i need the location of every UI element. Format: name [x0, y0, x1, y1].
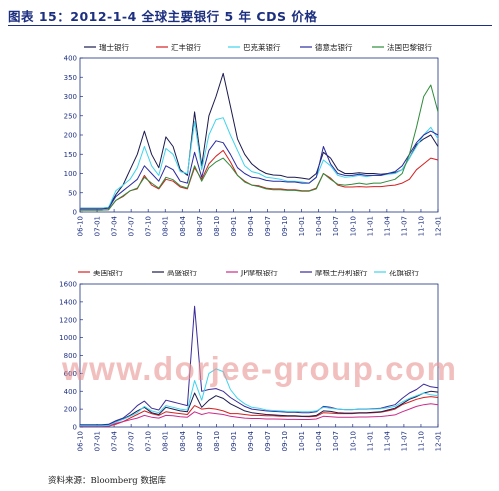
- legend-label: 巴克莱银行: [243, 42, 281, 52]
- x-tick-label: 07-01: [94, 216, 102, 236]
- x-tick-label: 07-10: [145, 431, 153, 451]
- x-tick-label: 09-01: [230, 216, 238, 236]
- x-tick-label: 10-07: [332, 216, 340, 236]
- x-tick-label: 10-04: [315, 430, 323, 451]
- x-tick-label: 12-01: [435, 431, 443, 451]
- x-tick-label: 09-10: [281, 216, 289, 236]
- x-tick-label: 08-01: [162, 431, 170, 451]
- y-tick-label: 250: [64, 112, 77, 120]
- x-tick-label: 11-04: [383, 430, 391, 451]
- y-tick-label: 1200: [59, 316, 77, 324]
- x-tick-label: 11-01: [366, 216, 374, 236]
- x-tick-label: 08-04: [179, 215, 187, 236]
- y-tick-label: 1000: [59, 334, 77, 342]
- legend-label: 法国巴黎银行: [387, 42, 432, 52]
- series-line: [80, 130, 439, 210]
- x-tick-label: 08-04: [179, 430, 187, 451]
- chart-top-cds-european-banks: 0 50 100 150 200 250 300 350 400 06-10 07-01 07-04 0…: [64, 42, 443, 236]
- x-tick-label: 09-01: [230, 431, 238, 451]
- x-tick-label: 08-07: [196, 431, 204, 451]
- x-tick-label: 08-01: [162, 216, 170, 236]
- series-line: [80, 403, 439, 427]
- x-tick-label: 11-07: [400, 216, 408, 236]
- x-tick-label: 07-07: [128, 216, 136, 236]
- x-tick-label: 10-10: [349, 216, 357, 236]
- figure-title: 图表 15：2012-1-4 全球主要银行 5 年 CDS 价格: [8, 9, 318, 24]
- x-tick-label: 11-10: [417, 431, 425, 451]
- y-tick-label: 600: [64, 370, 77, 378]
- x-tick-label: 10-04: [315, 215, 323, 236]
- x-tick-label: 07-04: [111, 430, 119, 451]
- x-tick-label: 07-01: [94, 431, 102, 451]
- y-tick-label: 1600: [59, 281, 77, 289]
- series-line: [80, 72, 439, 209]
- x-tick-label: 07-10: [145, 216, 153, 236]
- x-tick-label: 11-07: [400, 431, 408, 451]
- x-tick-label: 09-07: [264, 216, 272, 236]
- legend-label: 瑞士银行: [99, 42, 129, 52]
- x-tick-label: 11-10: [417, 216, 425, 236]
- y-tick-label: 400: [64, 55, 77, 63]
- x-tick-label: 09-10: [281, 431, 289, 451]
- x-tick-label: 09-04: [247, 215, 255, 236]
- x-tick-label: 11-04: [383, 215, 391, 236]
- y-tick-label: 200: [64, 406, 77, 414]
- x-tick-label: 08-10: [213, 216, 221, 236]
- y-tick-label: 400: [64, 388, 77, 396]
- x-tick-label: 07-07: [128, 431, 136, 451]
- legend-label: 高盛银行: [167, 270, 197, 277]
- legend-label: 德意志银行: [315, 42, 353, 52]
- y-tick-label: 350: [64, 74, 77, 82]
- y-tick-label: 0: [73, 209, 77, 217]
- x-tick-label: 12-01: [435, 216, 443, 236]
- series-line: [80, 84, 439, 211]
- watermark: www.dorjee-group.com: [62, 350, 458, 387]
- x-tick-label: 08-07: [196, 216, 204, 236]
- x-tick-label: 06-10: [77, 431, 85, 451]
- x-tick-label: 09-07: [264, 431, 272, 451]
- y-tick-label: 200: [64, 132, 77, 140]
- y-tick-label: 150: [64, 151, 77, 159]
- source-note: 资料来源：Bloomberg 数据库: [48, 476, 166, 486]
- plot-frame: [79, 57, 439, 213]
- x-tick-label: 10-10: [349, 431, 357, 451]
- x-tick-label: 08-10: [213, 431, 221, 451]
- chart-bottom-cds-us-banks: 0 200 400 600 800 1000 1200 1400 1600 06-10 07-01 0…: [59, 270, 443, 451]
- title-rule: [8, 25, 492, 26]
- series-line: [80, 368, 439, 427]
- x-tick-label: 10-01: [298, 431, 306, 451]
- series-line: [80, 390, 439, 426]
- y-tick-label: 50: [68, 189, 77, 197]
- legend-label: 美国银行: [93, 270, 123, 277]
- y-tick-label: 0: [73, 424, 77, 432]
- legend-label: 花旗银行: [389, 270, 419, 277]
- series-line: [80, 149, 439, 211]
- x-tick-label: 09-04: [247, 430, 255, 451]
- legend-label: 摩根士丹利银行: [315, 270, 368, 277]
- y-tick-label: 300: [64, 93, 77, 101]
- legend-label: 汇丰银行: [171, 42, 201, 52]
- x-tick-label: 06-10: [77, 216, 85, 236]
- x-tick-label: 10-07: [332, 431, 340, 451]
- x-tick-label: 07-04: [111, 215, 119, 236]
- y-tick-label: 100: [64, 170, 77, 178]
- y-tick-label: 1400: [59, 298, 77, 306]
- x-tick-label: 11-01: [366, 431, 374, 451]
- y-tick-label: 800: [64, 352, 77, 360]
- legend-label: JP摩根银行: [240, 270, 278, 277]
- x-tick-label: 10-01: [298, 216, 306, 236]
